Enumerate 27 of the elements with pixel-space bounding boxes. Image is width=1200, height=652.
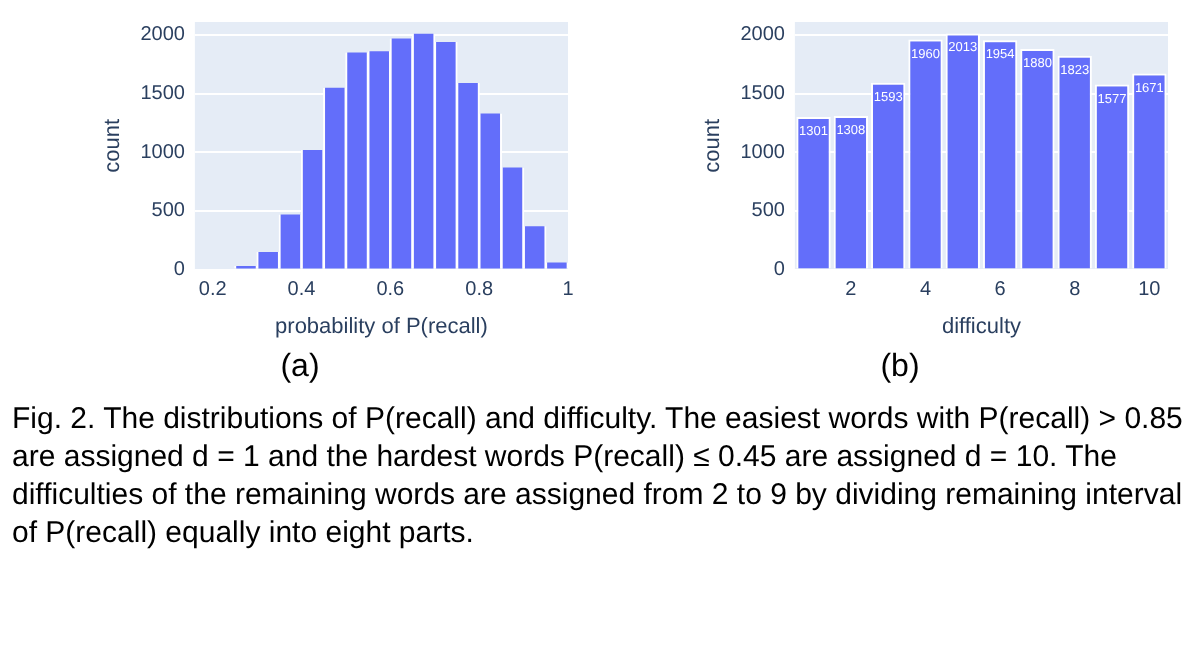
y-axis-title: count — [701, 118, 726, 173]
y-tick-label: 2000 — [140, 24, 186, 47]
y-tick-label: 1500 — [140, 83, 186, 106]
x-axis-title: probability of P(recall) — [275, 314, 488, 339]
y-tick-label: 500 — [151, 200, 186, 223]
x-tick-label: 2 — [845, 279, 858, 302]
y-tick-label: 1000 — [740, 141, 786, 164]
x-axis-title: difficulty — [941, 314, 1022, 339]
x-tick-label: 10 — [1138, 279, 1162, 302]
x-tick-label: 0.6 — [376, 279, 406, 302]
y-tick-label: 0 — [773, 259, 786, 282]
y-tick-label: 1000 — [140, 141, 186, 164]
x-tick-label: 6 — [994, 279, 1007, 302]
x-tick-label: 0.4 — [287, 279, 317, 302]
x-tick-label: 4 — [919, 279, 932, 302]
x-tick-label: 0.8 — [465, 279, 494, 302]
x-tick-label: 0.2 — [198, 279, 228, 302]
text: (b) — [878, 348, 922, 388]
y-axis-title: count — [101, 118, 126, 173]
caption: Fig. 2. The distributions of P(recall) and difficulty. The easiest words with P(recall) > 0.85 are assigned d = 1 and the hardest words P(recall) ≤ 0.45 are assigned d = 10. The difficulties of the remaining words are assigned from 2 to 9 by dividing remaining interval of P(recall) equally into eight parts. — [12, 400, 1184, 552]
y-tick-label: 0 — [173, 259, 186, 282]
x-tick-label: 1 — [562, 279, 575, 302]
text: (a) — [278, 348, 322, 388]
y-tick-label: 1500 — [740, 83, 786, 106]
y-tick-label: 2000 — [740, 24, 786, 47]
x-tick-label: 8 — [1069, 279, 1082, 302]
y-tick-label: 500 — [751, 200, 786, 223]
